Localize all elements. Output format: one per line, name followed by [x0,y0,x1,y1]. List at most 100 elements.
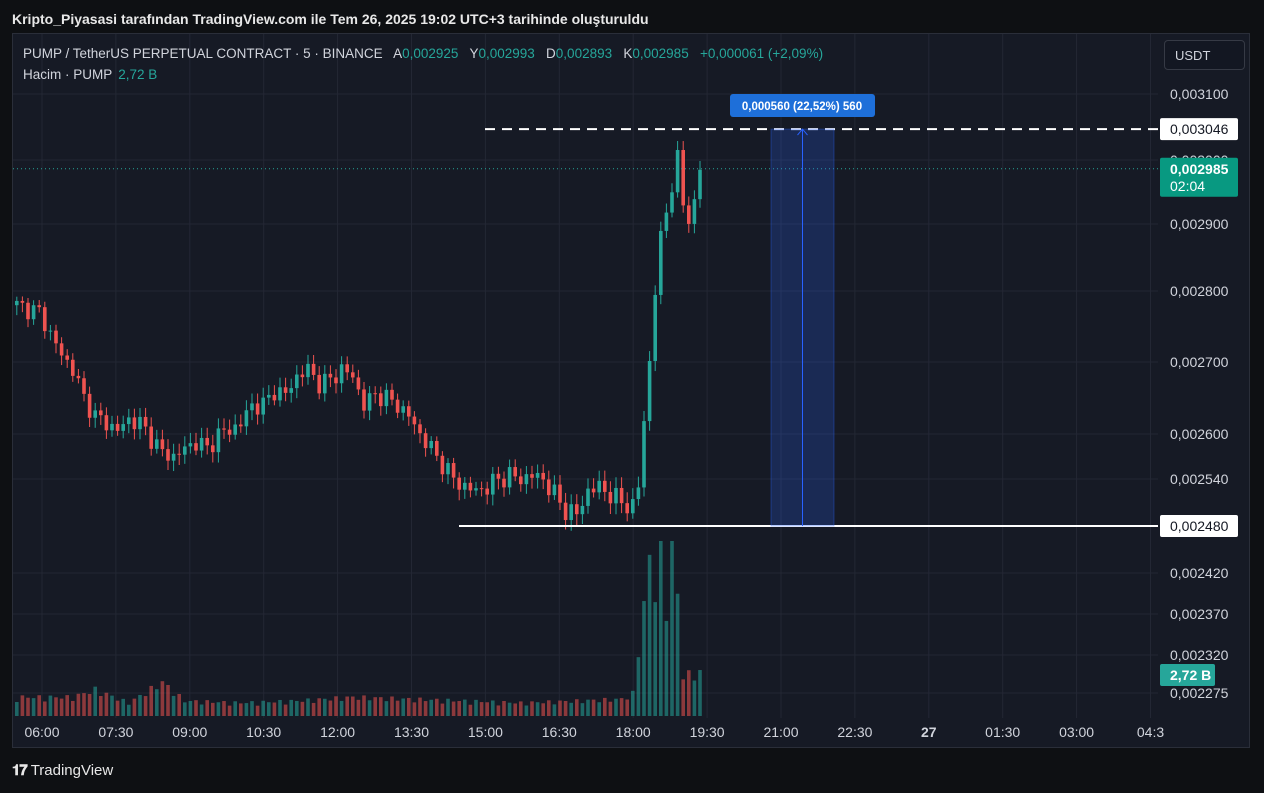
volume-bar [261,700,265,716]
low-label: D [546,46,556,61]
chart-caption: Kripto_Piyasasi tarafından TradingView.c… [12,11,649,27]
volume-bar [278,699,282,716]
candle-body [625,503,629,514]
volume-bar [675,593,680,716]
candle-body [664,212,669,231]
volume-bar [143,696,148,716]
low-price-label: 0,002480 [1170,518,1229,534]
volume-bar [300,701,305,716]
volume-bar [485,702,489,716]
candle-body [15,300,19,306]
candle-body [339,364,344,384]
candle-body [468,482,473,491]
candle-body [608,491,613,504]
volume-bar [183,702,187,716]
candle-body [127,417,131,425]
candle-body [155,439,159,449]
candle-body [485,488,489,495]
volume-bar [575,699,579,716]
candle-body [250,403,254,411]
volume-bar [317,698,321,716]
volume-bar [227,705,232,716]
candle-body [597,480,601,493]
candle-body [362,389,366,411]
currency-button[interactable]: USDT [1164,40,1245,70]
symbol-name[interactable]: PUMP / TetherUS PERPETUAL CONTRACT · 5 ·… [23,46,383,61]
volume-label[interactable]: Hacim · PUMP [23,67,113,82]
candle-body [99,410,103,416]
candle-body [205,437,209,446]
y-tick-label: 0,002320 [1170,647,1229,663]
candle-body [474,488,478,491]
volume-bar [698,670,702,716]
volume-bar [614,698,618,716]
volume-bar [199,704,204,716]
tradingview-logo[interactable]: 𝟏𝟕 TradingView [12,762,113,779]
candle-body [698,169,702,200]
volume-bar [457,701,461,716]
candle-body [395,399,400,413]
volume-bar [474,699,478,716]
candle-body [43,307,47,332]
volume-bar [37,695,41,716]
volume-bar [429,699,433,716]
candle-body [502,478,506,488]
candle-body [110,423,114,431]
volume-bar [323,698,327,716]
candle-body [272,394,277,401]
x-tick-label: 03:00 [1059,724,1094,740]
volume-bar [463,699,467,716]
candle-body [278,387,282,401]
volume-bar [110,695,114,716]
volume-bar [664,620,669,716]
candle-body [457,477,461,490]
volume-bar [20,695,25,716]
candle-body [227,429,232,435]
candle-body [659,230,663,295]
volume-bar [239,703,243,716]
candle-body [575,504,579,515]
candle-body [20,300,25,303]
volume-bar [328,700,333,716]
countdown-label: 02:04 [1170,178,1205,194]
volume-bar [15,702,19,716]
volume-bar [149,685,153,716]
tradingview-logo-icon: 𝟏𝟕 [12,762,28,779]
candle-body [496,473,501,479]
volume-bar [687,670,691,716]
volume-bar [362,695,366,716]
volume-bar [670,541,674,716]
volume-bar [283,704,288,716]
volume-bar [155,689,159,716]
candle-body [591,488,596,493]
candle-body [31,305,36,320]
chart-frame[interactable] [12,33,1250,748]
volume-bar [31,698,36,716]
volume-bar [132,698,137,716]
candle-body [440,455,445,475]
candle-body [379,393,383,407]
volume-bar [244,703,249,716]
low-price-tag [1160,515,1238,537]
volume-bar [681,679,685,716]
volume-bar [530,701,534,716]
candle-body [463,482,467,490]
volume-bar [351,696,355,716]
volume-bar [659,541,663,716]
volume-bar [653,602,657,716]
candle-body [547,479,551,496]
candle-body [390,389,394,400]
x-tick-label: 18:00 [616,724,651,740]
candle-body [143,416,148,427]
volume-bar [121,698,125,716]
candle-body [563,502,568,521]
volume-bar [311,702,316,716]
volume-bar [367,700,372,716]
x-tick-label: 15:00 [468,724,503,740]
y-tick-label: 0,003100 [1170,86,1229,102]
candle-body [233,424,237,435]
volume-bar [65,695,69,716]
volume-bar [211,702,215,716]
volume-bar [468,704,473,716]
